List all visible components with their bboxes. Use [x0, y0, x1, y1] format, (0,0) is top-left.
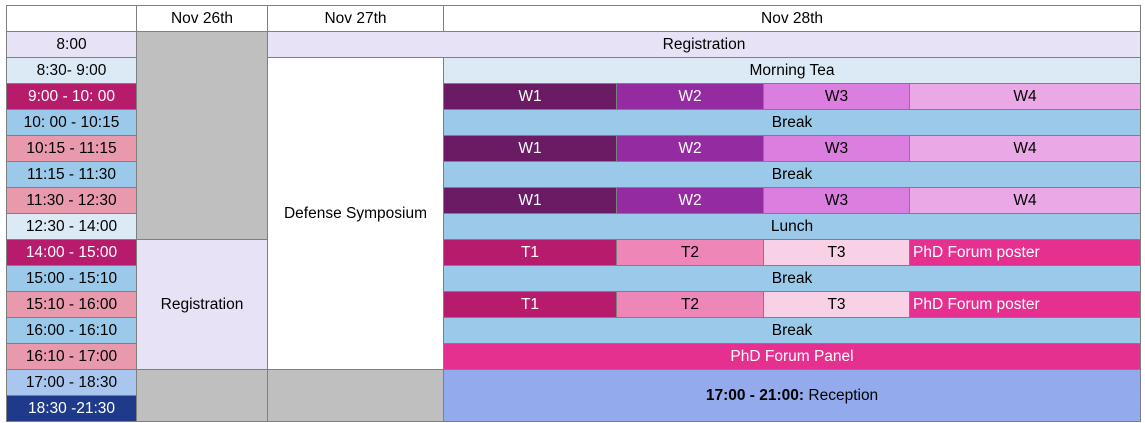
nov26-closed-evening	[136, 369, 268, 422]
workshop-w4: W4	[908, 187, 1142, 214]
workshop-w2: W2	[616, 135, 764, 162]
phd-forum-poster: PhD Forum poster	[908, 291, 1142, 318]
tutorial-t1: T1	[443, 291, 617, 318]
time-cell: 11:30 - 12:30	[6, 187, 137, 214]
tutorial-t2: T2	[616, 291, 764, 318]
reception-time: 17:00 - 21:00:	[705, 387, 805, 404]
header-row: Nov 26th Nov 27th Nov 28th	[6, 5, 1142, 32]
phd-forum-panel: PhD Forum Panel	[442, 343, 1142, 370]
time-cell: 15:10 - 16:00	[6, 291, 137, 318]
schedule-row: 12:30 - 14:00 Lunch	[6, 213, 1142, 240]
time-cell: 8:30- 9:00	[6, 57, 137, 84]
workshop-w4: W4	[908, 83, 1142, 110]
time-cell: 14:00 - 15:00	[6, 239, 137, 266]
defense-symposium: Defense Symposium	[267, 57, 444, 370]
break-cell: Break	[442, 109, 1142, 136]
reception-label: Reception	[804, 387, 879, 404]
schedule-row: 9:00 - 10: 00 W1 W2 W3 W4	[6, 83, 1142, 110]
time-cell: 17:00 - 18:30	[6, 369, 137, 396]
schedule-row: 15:10 - 16:00 T1 T2 T3 PhD Forum poster	[6, 291, 1142, 318]
workshop-w3: W3	[763, 83, 910, 110]
time-cell: 10:15 - 11:15	[6, 135, 137, 162]
workshop-w2: W2	[616, 83, 764, 110]
schedule-row: 17:00 - 18:30 17:00 - 21:00: Reception	[6, 369, 1142, 422]
time-cell: 12:30 - 14:00	[6, 213, 137, 240]
schedule-row: 18:30 -21:30	[6, 395, 1141, 422]
nov26-closed-morning	[136, 31, 268, 240]
break-cell: Break	[442, 265, 1142, 292]
schedule-table: Nov 26th Nov 27th Nov 28th 8:00 Registra…	[6, 5, 1142, 422]
time-cell: 10: 00 - 10:15	[6, 109, 137, 136]
tutorial-t3: T3	[763, 291, 910, 318]
time-cell: 9:00 - 10: 00	[6, 83, 137, 110]
workshop-w1: W1	[443, 135, 617, 162]
schedule-row: 14:00 - 15:00 Registration T1 T2 T3 PhD …	[6, 239, 1142, 370]
corner-cell	[6, 5, 137, 32]
time-cell: 11:15 - 11:30	[6, 161, 137, 188]
workshop-w4: W4	[908, 135, 1142, 162]
break-cell: Break	[442, 317, 1142, 344]
header-nov27: Nov 27th	[267, 5, 444, 32]
time-cell: 8:00	[6, 31, 137, 58]
schedule-row: 10:15 - 11:15 W1 W2 W3 W4	[6, 135, 1142, 162]
morning-tea: Morning Tea	[442, 57, 1142, 84]
header-nov26: Nov 26th	[136, 5, 268, 32]
break-cell: Break	[442, 161, 1142, 188]
schedule-row: 10: 00 - 10:15 Break	[6, 109, 1142, 136]
registration-morning: Registration	[266, 31, 1142, 58]
time-cell: 16:00 - 16:10	[6, 317, 137, 344]
tutorial-t3: T3	[763, 239, 910, 266]
schedule-row: 16:00 - 16:10 Break	[6, 317, 1142, 344]
workshop-w3: W3	[763, 135, 910, 162]
time-cell: 15:00 - 15:10	[6, 265, 137, 292]
schedule-row: 16:10 - 17:00 PhD Forum Panel	[6, 343, 1142, 370]
schedule-row: 8:00 Registration	[6, 31, 1142, 240]
time-cell: 18:30 -21:30	[6, 395, 137, 422]
workshop-w1: W1	[443, 83, 617, 110]
phd-forum-poster: PhD Forum poster	[908, 239, 1142, 266]
schedule-row: 15:00 - 15:10 Break	[6, 265, 1142, 292]
schedule-row: 11:30 - 12:30 W1 W2 W3 W4	[6, 187, 1142, 214]
lunch-cell: Lunch	[442, 213, 1142, 240]
registration-nov26: Registration	[136, 239, 268, 370]
tutorial-t2: T2	[616, 239, 764, 266]
time-cell: 16:10 - 17:00	[6, 343, 137, 370]
workshop-w2: W2	[616, 187, 764, 214]
workshop-w1: W1	[443, 187, 617, 214]
workshop-w3: W3	[763, 187, 910, 214]
tutorial-t1: T1	[443, 239, 617, 266]
reception-cell: 17:00 - 21:00: Reception	[442, 369, 1142, 422]
nov27-closed-evening	[267, 369, 444, 422]
header-nov28: Nov 28th	[442, 5, 1142, 32]
